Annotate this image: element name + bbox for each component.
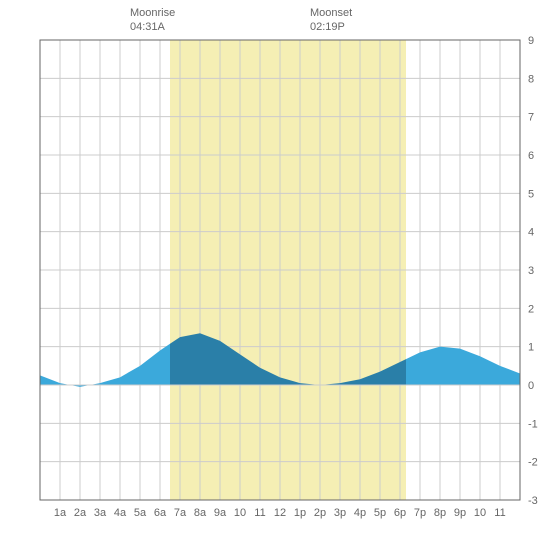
svg-text:-1: -1 bbox=[528, 418, 538, 430]
svg-text:7p: 7p bbox=[414, 507, 426, 519]
svg-text:10: 10 bbox=[474, 507, 486, 519]
svg-text:7: 7 bbox=[528, 112, 534, 124]
moonset-label-block: Moonset 02:19P bbox=[310, 6, 352, 35]
svg-text:3: 3 bbox=[528, 265, 534, 277]
tide-chart: Moonrise 04:31A Moonset 02:19P -3-2-1012… bbox=[0, 0, 550, 550]
moonrise-time: 04:31A bbox=[130, 20, 175, 34]
svg-text:10: 10 bbox=[234, 507, 246, 519]
svg-text:8p: 8p bbox=[434, 507, 446, 519]
svg-text:11: 11 bbox=[254, 507, 265, 519]
svg-text:2: 2 bbox=[528, 303, 534, 315]
svg-text:12: 12 bbox=[274, 507, 286, 519]
svg-text:-2: -2 bbox=[528, 457, 538, 469]
svg-text:3p: 3p bbox=[334, 507, 346, 519]
svg-text:-3: -3 bbox=[528, 495, 538, 507]
chart-svg: -3-2-101234567891a2a3a4a5a6a7a8a9a101112… bbox=[0, 0, 550, 550]
svg-text:2a: 2a bbox=[74, 507, 87, 519]
svg-text:5p: 5p bbox=[374, 507, 386, 519]
svg-text:7a: 7a bbox=[174, 507, 187, 519]
svg-text:5: 5 bbox=[528, 188, 534, 200]
svg-text:6p: 6p bbox=[394, 507, 406, 519]
moonrise-label-block: Moonrise 04:31A bbox=[130, 6, 175, 35]
svg-text:9: 9 bbox=[528, 35, 534, 47]
moonset-time: 02:19P bbox=[310, 20, 352, 34]
svg-text:3a: 3a bbox=[94, 507, 107, 519]
svg-text:1: 1 bbox=[528, 342, 534, 354]
moonrise-label: Moonrise bbox=[130, 6, 175, 20]
svg-text:4p: 4p bbox=[354, 507, 366, 519]
svg-text:11: 11 bbox=[494, 507, 505, 519]
svg-text:9a: 9a bbox=[214, 507, 227, 519]
svg-text:2p: 2p bbox=[314, 507, 326, 519]
svg-text:4: 4 bbox=[528, 227, 534, 239]
svg-text:4a: 4a bbox=[114, 507, 127, 519]
moonset-label: Moonset bbox=[310, 6, 352, 20]
svg-text:8: 8 bbox=[528, 73, 534, 85]
svg-text:8a: 8a bbox=[194, 507, 207, 519]
svg-text:0: 0 bbox=[528, 380, 534, 392]
svg-text:5a: 5a bbox=[134, 507, 147, 519]
svg-text:1p: 1p bbox=[294, 507, 306, 519]
svg-text:1a: 1a bbox=[54, 507, 67, 519]
svg-text:9p: 9p bbox=[454, 507, 466, 519]
svg-text:6a: 6a bbox=[154, 507, 167, 519]
svg-text:6: 6 bbox=[528, 150, 534, 162]
